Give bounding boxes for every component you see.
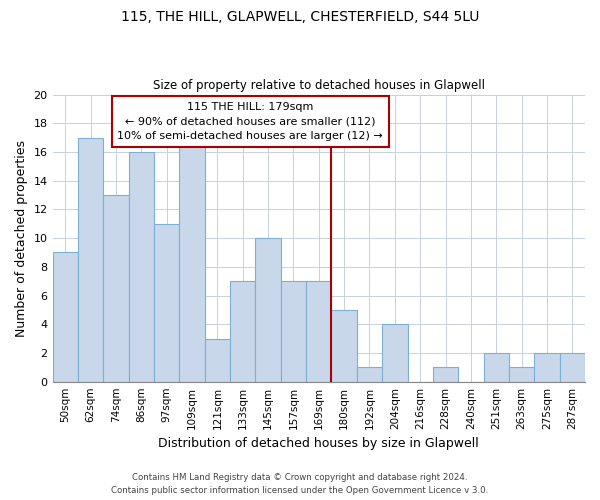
Text: 115 THE HILL: 179sqm
← 90% of detached houses are smaller (112)
10% of semi-deta: 115 THE HILL: 179sqm ← 90% of detached h… [118, 102, 383, 141]
Bar [357, 368, 382, 382]
Title: Size of property relative to detached houses in Glapwell: Size of property relative to detached ho… [153, 79, 485, 92]
Bar [484, 353, 509, 382]
Bar [53, 252, 78, 382]
Y-axis label: Number of detached properties: Number of detached properties [15, 140, 28, 336]
Bar [230, 281, 256, 382]
Bar [433, 368, 458, 382]
Bar [306, 281, 331, 382]
Bar [103, 195, 128, 382]
Bar [534, 353, 560, 382]
Bar [78, 138, 103, 382]
Bar [179, 138, 205, 382]
Bar [331, 310, 357, 382]
Bar [281, 281, 306, 382]
Text: 115, THE HILL, GLAPWELL, CHESTERFIELD, S44 5LU: 115, THE HILL, GLAPWELL, CHESTERFIELD, S… [121, 10, 479, 24]
Bar [128, 152, 154, 382]
Bar [154, 224, 179, 382]
X-axis label: Distribution of detached houses by size in Glapwell: Distribution of detached houses by size … [158, 437, 479, 450]
Bar [509, 368, 534, 382]
Bar [382, 324, 407, 382]
Bar [560, 353, 585, 382]
Text: Contains HM Land Registry data © Crown copyright and database right 2024.
Contai: Contains HM Land Registry data © Crown c… [112, 474, 488, 495]
Bar [205, 338, 230, 382]
Bar [256, 238, 281, 382]
